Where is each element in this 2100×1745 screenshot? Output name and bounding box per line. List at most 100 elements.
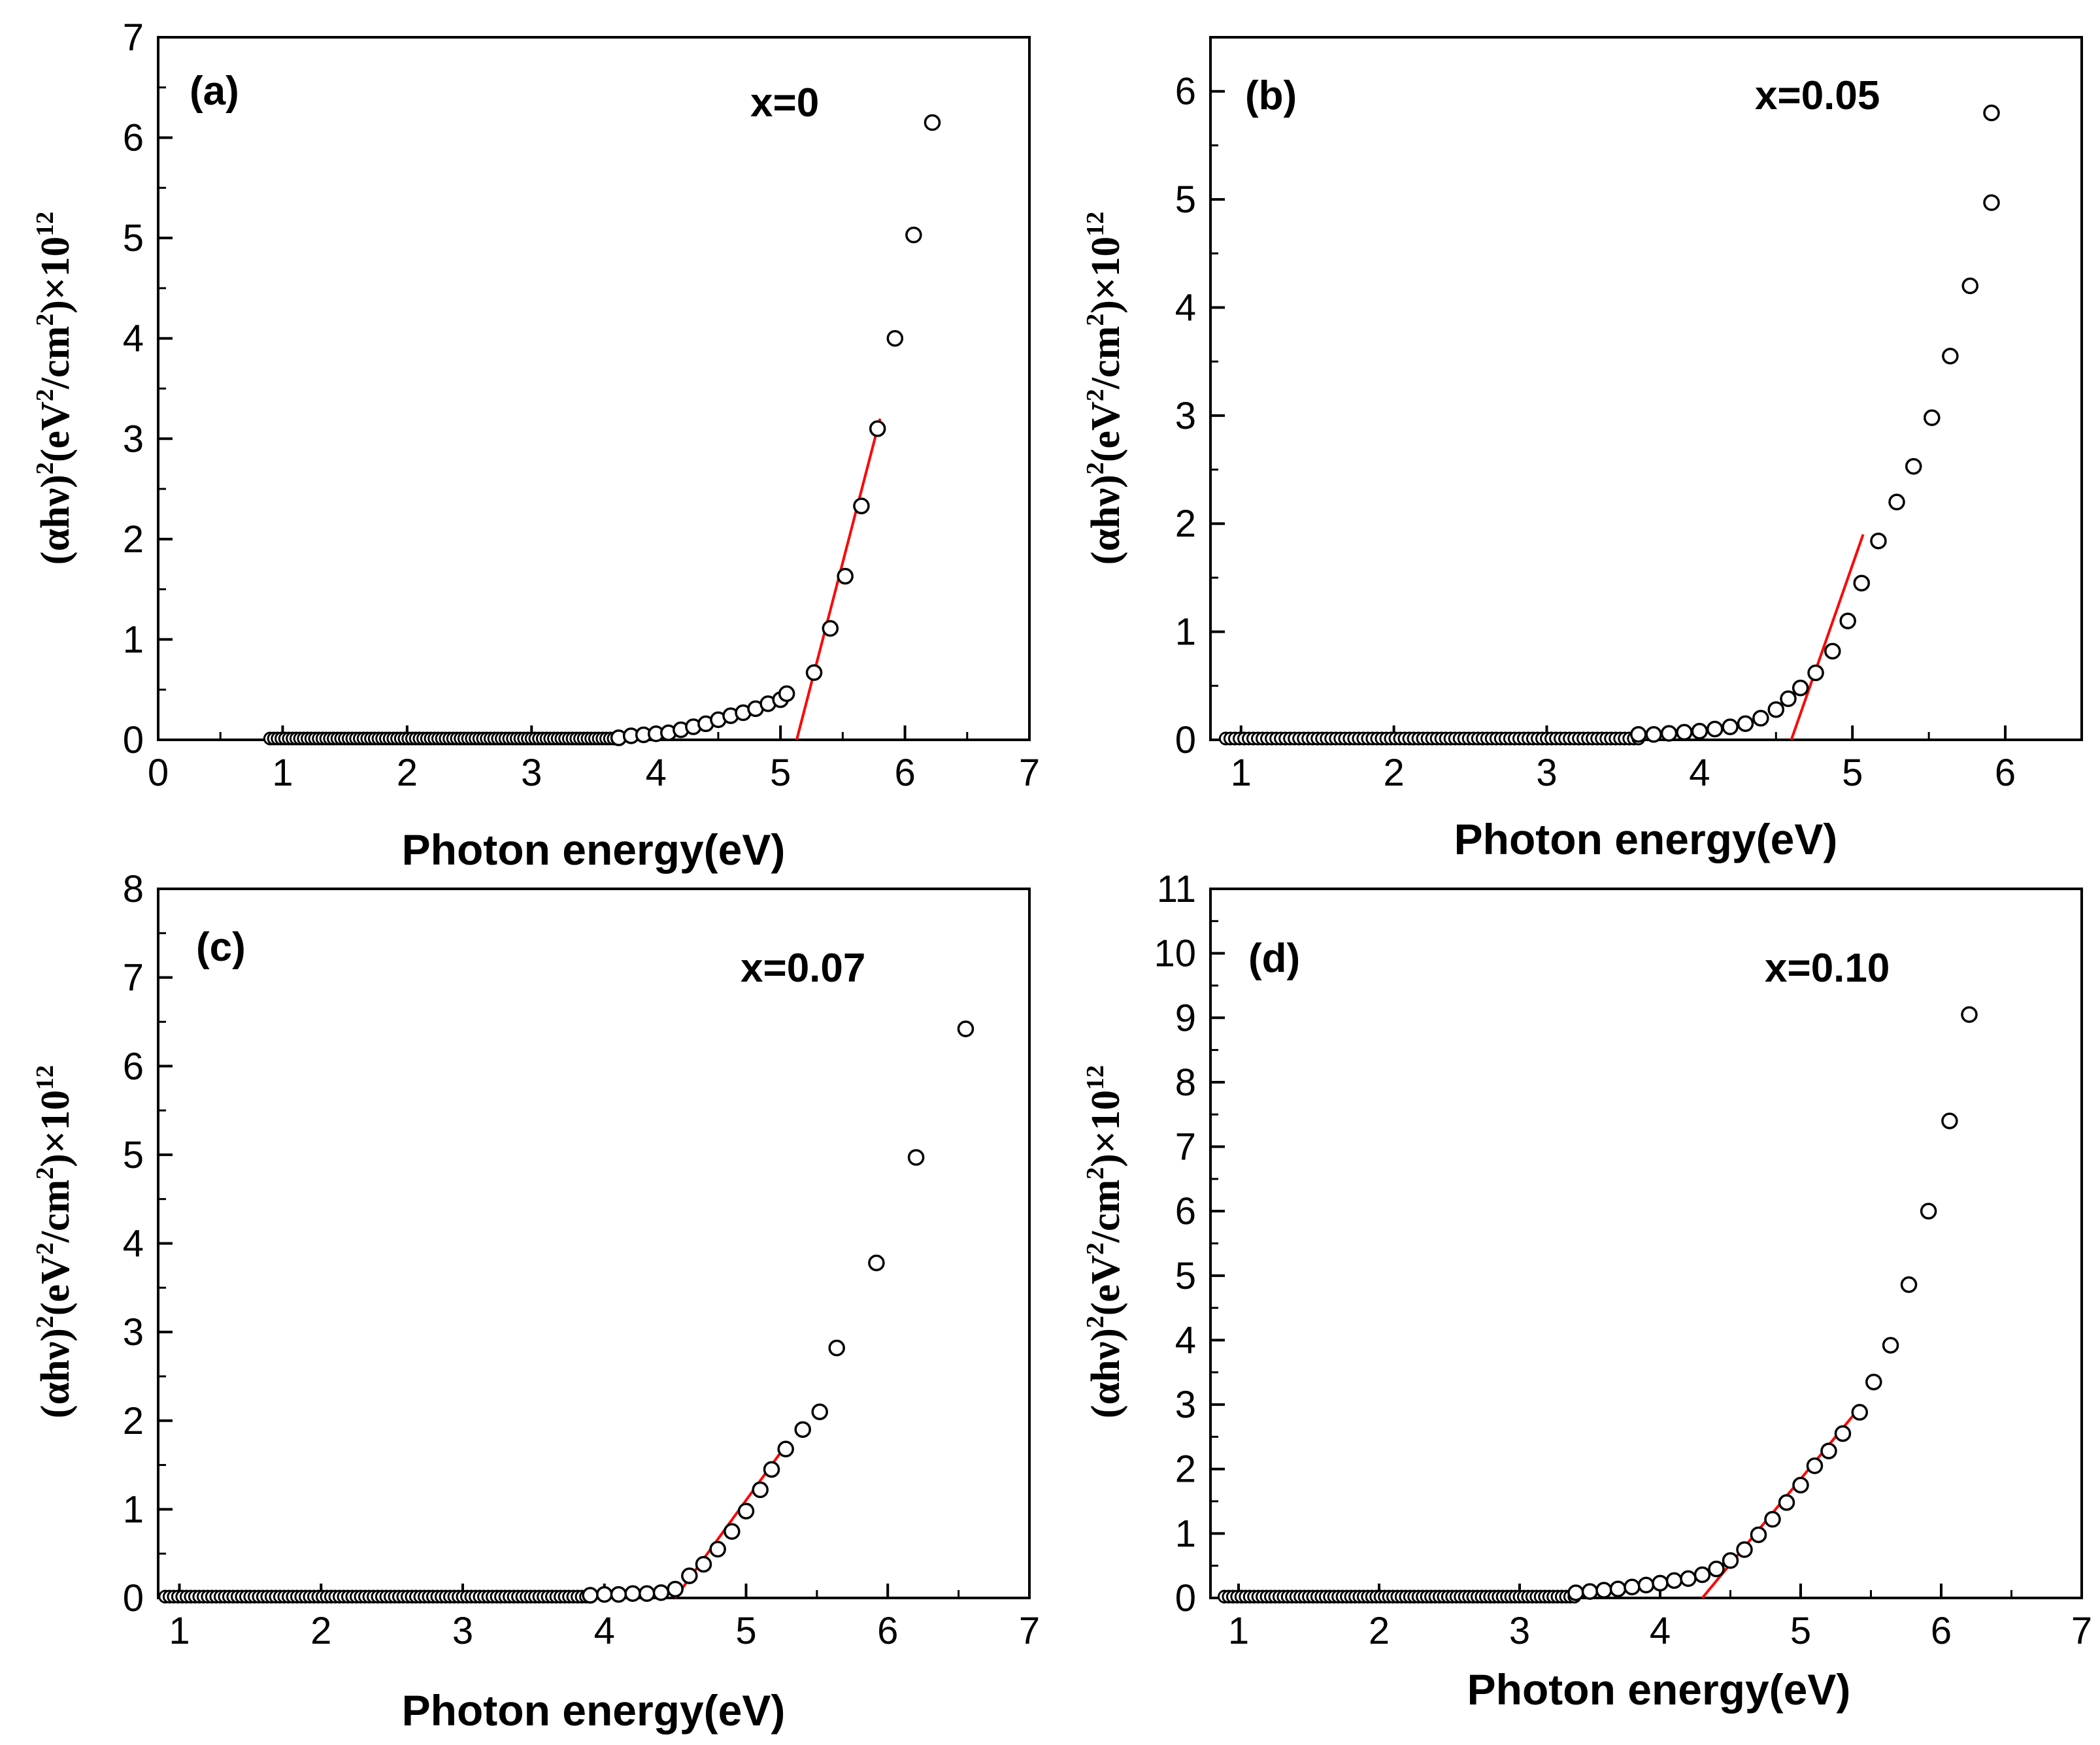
y-tick-label: 4 — [123, 1223, 144, 1265]
data-point — [1780, 690, 1797, 707]
data-point — [1567, 1584, 1584, 1601]
data-point — [582, 1587, 599, 1604]
y-label-part: )×10 — [33, 1090, 78, 1167]
y-tick-label: 7 — [123, 957, 144, 999]
data-point — [924, 114, 941, 131]
y-label-sup: 2 — [1082, 1316, 1109, 1328]
x-axis-label: Photon energy(eV) — [1467, 1665, 1851, 1714]
data-point — [695, 1555, 712, 1573]
data-point — [1652, 1574, 1669, 1592]
y-tick-label: 3 — [1175, 395, 1196, 437]
data-point — [1708, 1560, 1725, 1578]
data-point — [868, 1254, 885, 1272]
data-point — [1888, 493, 1905, 510]
panel-label: (d) — [1248, 936, 1300, 981]
y-tick-label: 6 — [1175, 1190, 1196, 1233]
y-axis-label: (αhν)2(eV2/cm2)×1012 — [1082, 1065, 1128, 1418]
data-point — [1961, 1006, 1978, 1023]
y-label-sup: 2 — [31, 1242, 59, 1255]
y-label-part: )×10 — [1084, 237, 1128, 314]
y-label-sup: 2 — [31, 462, 59, 474]
y-tick-label: 5 — [1175, 178, 1196, 221]
data-point — [1637, 1576, 1655, 1594]
y-tick-label: 10 — [1154, 933, 1196, 975]
data-point — [1824, 642, 1841, 660]
y-tick-label: 0 — [1175, 719, 1196, 761]
y-tick-label: 5 — [123, 217, 144, 259]
y-label-sup: 12 — [31, 1065, 59, 1090]
y-label-sup: 2 — [1082, 389, 1109, 401]
y-label-sup: 2 — [1082, 462, 1109, 474]
x-tick-label: 6 — [1931, 1610, 1952, 1652]
data-point — [1764, 1510, 1781, 1528]
y-tick-label: 0 — [123, 719, 144, 761]
x-tick-label: 6 — [894, 752, 915, 794]
y-tick-label: 9 — [1175, 997, 1196, 1039]
data-point — [1882, 1337, 1899, 1354]
y-tick-label: 4 — [1175, 1319, 1196, 1361]
panel-label: (a) — [190, 69, 239, 114]
data-point — [610, 1586, 627, 1603]
y-label-sup: 2 — [31, 314, 59, 326]
data-point — [709, 1540, 726, 1558]
panel-label: (b) — [1245, 73, 1297, 118]
x-tick-label: 4 — [1689, 752, 1710, 794]
composition-label: x=0.07 — [741, 946, 865, 991]
data-point — [639, 1585, 656, 1602]
data-point — [1924, 409, 1941, 426]
data-markers — [158, 1020, 975, 1604]
y-tick-label: 1 — [123, 618, 144, 661]
y-label-part: (αhν) — [33, 1328, 78, 1418]
data-markers — [263, 114, 941, 746]
y-label-part: (eV — [33, 1255, 78, 1316]
x-tick-label: 3 — [1509, 1610, 1530, 1652]
data-point — [667, 1580, 684, 1598]
data-point — [1834, 1425, 1852, 1442]
y-label-sup: 2 — [31, 389, 59, 401]
data-point — [1900, 1276, 1918, 1293]
y-tick-label: 2 — [123, 518, 144, 561]
linear-fit-line — [1790, 534, 1865, 740]
data-point — [1736, 1541, 1753, 1558]
plot-frame — [157, 36, 1031, 741]
data-point — [1767, 701, 1785, 718]
data-point — [1722, 1552, 1739, 1569]
y-tick-label: 7 — [123, 16, 144, 59]
x-tick-label: 7 — [1019, 1610, 1040, 1652]
y-tick-label: 3 — [1175, 1384, 1196, 1426]
x-tick-label: 3 — [521, 752, 542, 794]
data-point — [828, 1339, 845, 1357]
y-tick-label: 2 — [1175, 1448, 1196, 1491]
y-label-sup: 2 — [1082, 1167, 1109, 1180]
data-point — [853, 497, 870, 514]
x-tick-label: 1 — [1231, 752, 1252, 794]
data-point — [752, 1481, 769, 1499]
data-point — [681, 1567, 698, 1584]
y-label-part: (eV — [33, 401, 78, 462]
data-point — [1737, 715, 1754, 732]
data-point — [1752, 710, 1769, 727]
x-tick-label: 1 — [1228, 1610, 1249, 1652]
data-point — [805, 664, 823, 681]
y-label-part: /cm — [1084, 326, 1128, 390]
composition-label: x=0.05 — [1755, 73, 1880, 118]
data-markers — [1218, 105, 2000, 746]
y-label-sup: 12 — [1082, 1065, 1109, 1090]
data-point — [822, 620, 839, 637]
data-point — [1839, 612, 1856, 629]
y-label-sup: 2 — [1082, 314, 1109, 326]
x-tick-label: 1 — [272, 752, 293, 794]
data-point — [1792, 679, 1809, 697]
data-point — [1665, 1572, 1683, 1589]
data-point — [905, 226, 922, 244]
y-label-part: /cm — [33, 326, 78, 390]
data-point — [724, 1523, 741, 1540]
data-point — [1595, 1582, 1612, 1599]
y-axis-label: (αhν)2(eV2/cm2)×1012 — [31, 1065, 78, 1418]
y-label-part: (αhν) — [1084, 1328, 1128, 1418]
x-tick-label: 5 — [735, 1610, 756, 1652]
